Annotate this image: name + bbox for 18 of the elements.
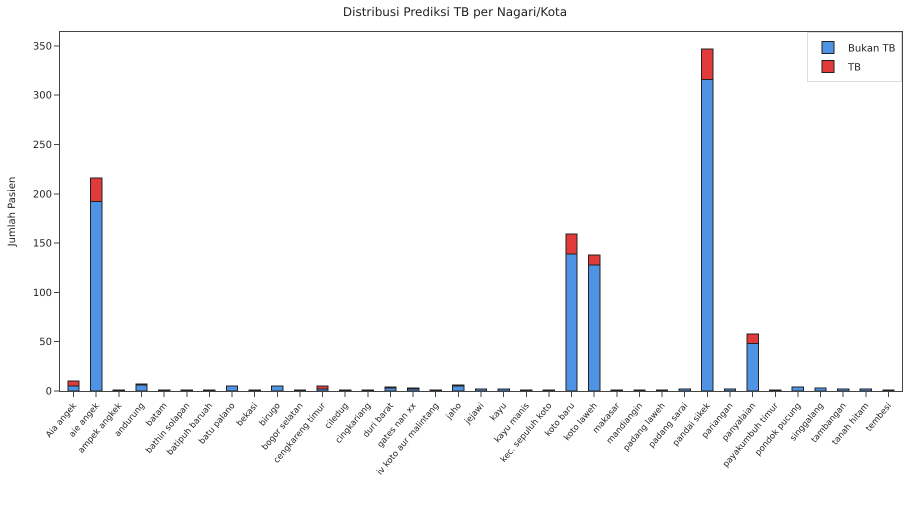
chart-title: Distribusi Prediksi TB per Nagari/Kota xyxy=(342,5,568,20)
y-tick-label: 250 xyxy=(32,140,52,151)
y-tick-label: 300 xyxy=(32,90,52,102)
y-tick-label: 200 xyxy=(32,189,52,200)
y-tick-label: 150 xyxy=(32,238,52,250)
bar xyxy=(226,386,238,391)
bar xyxy=(67,380,80,387)
bar xyxy=(814,388,827,391)
y-tick-label: 350 xyxy=(32,41,52,52)
y-tick-label: 100 xyxy=(32,288,52,299)
bar xyxy=(316,386,329,390)
legend-label: TB xyxy=(847,62,862,74)
bar xyxy=(271,386,284,391)
y-tick-label: 50 xyxy=(39,337,52,348)
legend-label: Bukan TB xyxy=(848,43,896,54)
y-tick-label: 0 xyxy=(46,386,52,398)
bar xyxy=(792,386,804,391)
y-axis-title: Jumlah Pasien xyxy=(6,176,18,248)
